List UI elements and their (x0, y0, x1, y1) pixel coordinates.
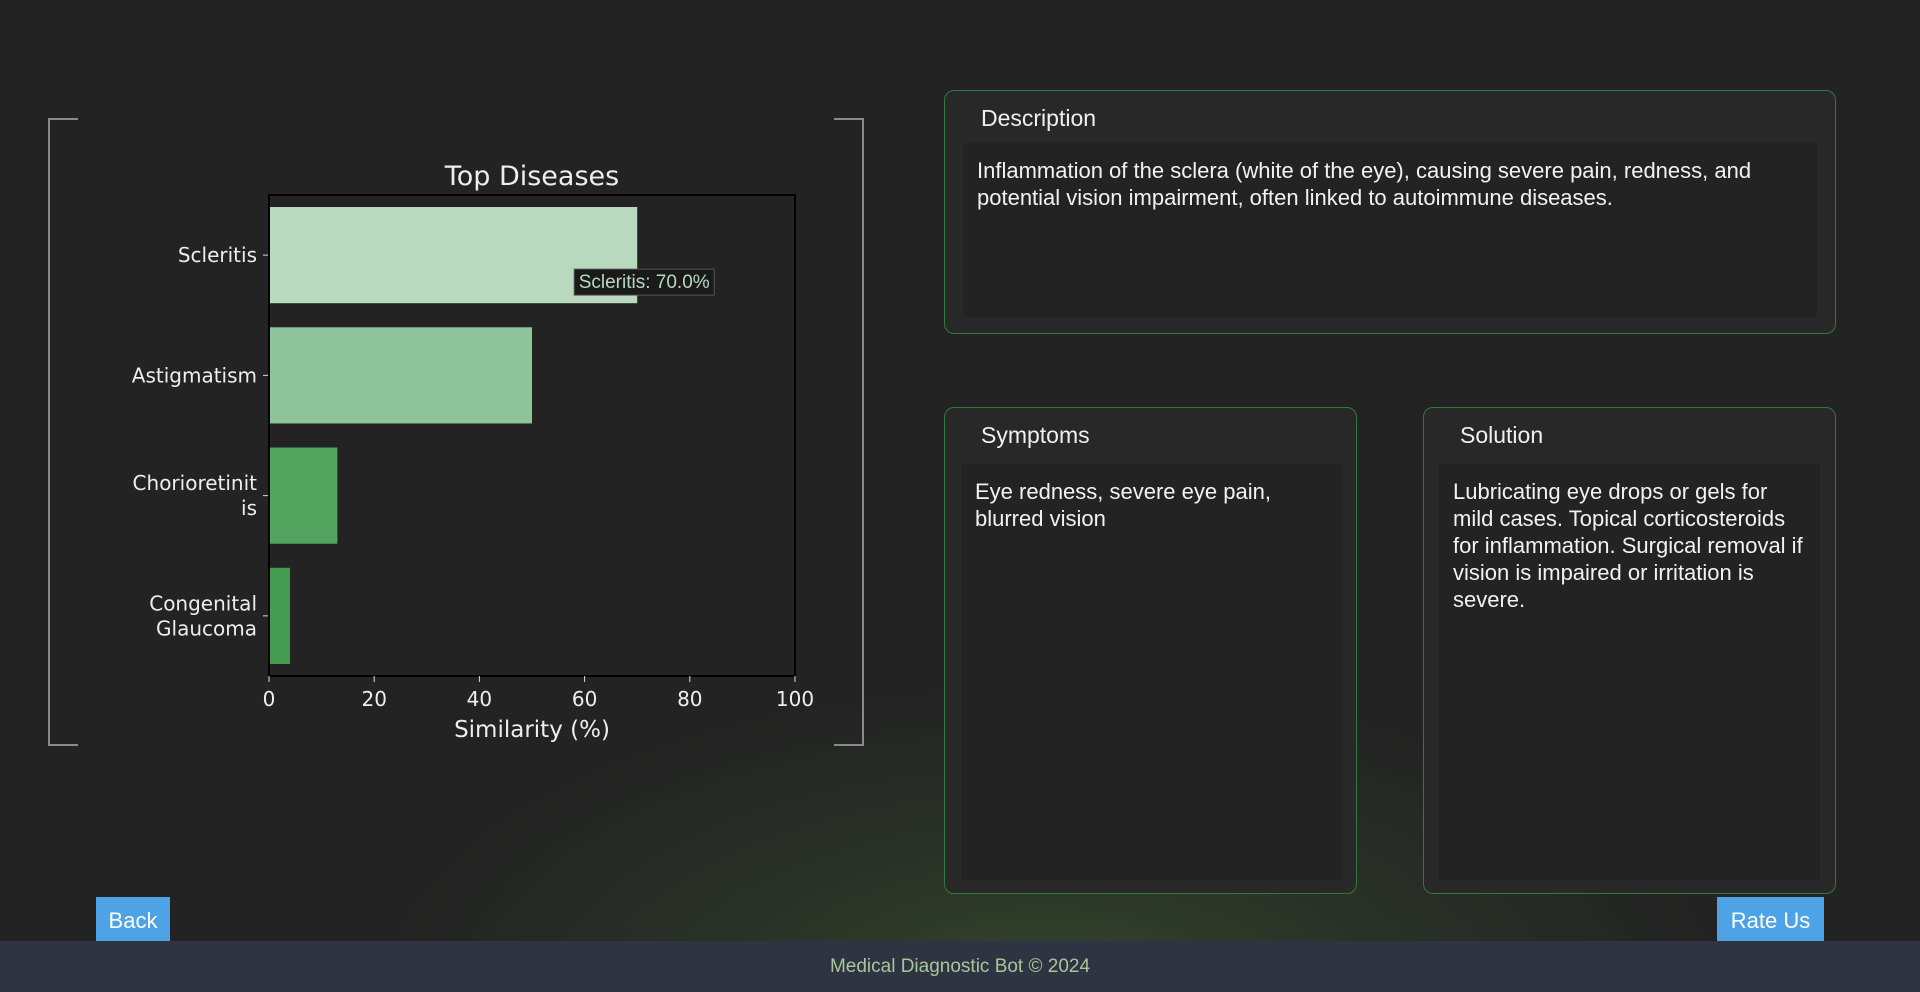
chart-panel: Scleritis Astigmatism Chorioretinit is Conge… (48, 118, 864, 746)
plot-border (268, 194, 796, 677)
description-text: Inflammation of the sclera (white of the… (963, 143, 1817, 317)
y-tick-label-3: Congenital Glaucoma (149, 591, 257, 640)
description-card: Description Inflammation of the sclera (… (944, 90, 1836, 334)
x-tick-label-1: 20 (361, 687, 386, 711)
symptoms-text: Eye redness, severe eye pain, blurred vi… (961, 464, 1342, 880)
bar-1 (269, 327, 532, 424)
y-tick-label-2: Chorioretinit is (133, 471, 258, 520)
y-tick-label-1: Astigmatism (132, 363, 257, 387)
top-diseases-chart: Scleritis Astigmatism Chorioretinit is Conge… (132, 161, 814, 743)
chart-bracket-left (48, 118, 78, 746)
bar-3 (269, 567, 291, 664)
x-tick-label-0: 0 (263, 687, 276, 711)
bar-2 (269, 447, 338, 544)
x-tick-label-5: 100 (776, 687, 814, 711)
footer: Medical Diagnostic Bot © 2024 (0, 941, 1920, 992)
x-tick-label-2: 40 (467, 687, 492, 711)
solution-text: Lubricating eye drops or gels for mild c… (1439, 464, 1820, 880)
rate-us-button[interactable]: Rate Us (1717, 897, 1824, 945)
solution-title: Solution (1460, 422, 1544, 448)
bar-annotation-label: Scleritis: 70.0% (579, 272, 710, 293)
y-tick-label-0: Scleritis (178, 243, 257, 267)
chart-bracket-right (834, 118, 864, 746)
back-button[interactable]: Back (96, 897, 170, 945)
bar-annotation-box (573, 268, 715, 296)
description-title: Description (981, 105, 1097, 131)
footer-text: Medical Diagnostic Bot © 2024 (829, 955, 1091, 977)
chart-title: Top Diseases (444, 161, 619, 192)
symptoms-card: Symptoms Eye redness, severe eye pain, b… (944, 407, 1357, 894)
solution-card: Solution Lubricating eye drops or gels f… (1423, 407, 1836, 894)
symptoms-title: Symptoms (981, 422, 1090, 448)
x-axis-label: Similarity (%) (454, 717, 610, 743)
x-tick-label-3: 60 (572, 687, 597, 711)
x-tick-label-4: 80 (677, 687, 702, 711)
